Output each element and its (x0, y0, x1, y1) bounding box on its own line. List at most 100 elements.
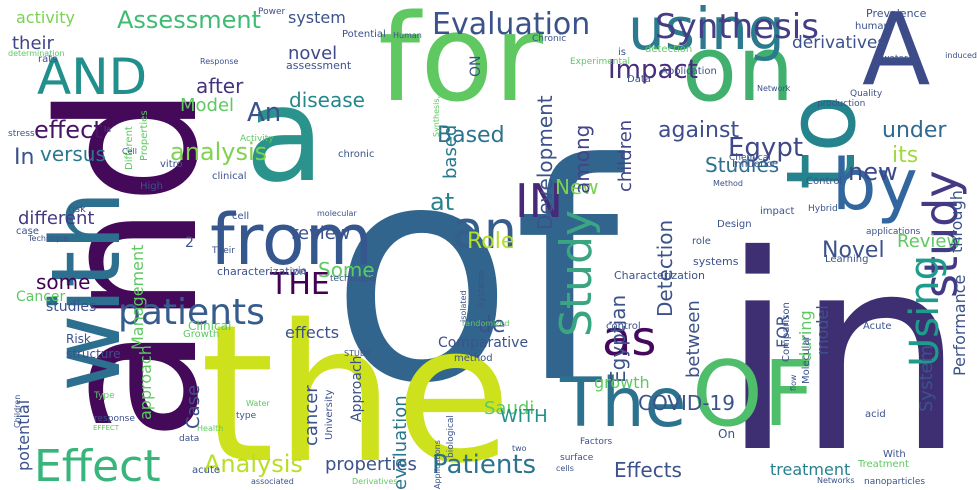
word-randomized: randomized (462, 319, 510, 328)
word-The: The (560, 364, 687, 443)
word-under: under (882, 118, 947, 143)
word-versus: versus (40, 142, 106, 166)
word-Risk: Risk (66, 332, 91, 346)
word-isolated: isolated (459, 290, 468, 322)
word-Factors: Factors (580, 437, 613, 447)
word-Their: Their (212, 246, 235, 256)
word-from: from (210, 199, 373, 281)
word-Approach: Approach (349, 355, 365, 422)
word-Water: Water (246, 399, 270, 408)
word-vitro: vitro (160, 159, 183, 170)
word-disease: disease (289, 88, 365, 112)
word-response: response (94, 414, 135, 424)
word-novel: novel (288, 43, 338, 64)
word-In: In (14, 145, 35, 170)
word-induced: induced (945, 51, 977, 60)
word-a: a (245, 59, 325, 211)
word-WITH-upper: WITH (500, 406, 548, 427)
word-flow: flow (789, 374, 798, 391)
word-among: among (570, 124, 594, 194)
word-activity: activity (16, 8, 75, 27)
word-risk: risk (68, 204, 86, 215)
word-their: their (12, 33, 54, 54)
word-is: is (618, 47, 626, 58)
word-acid: acid (865, 409, 886, 420)
word-nanoparticles: nanoparticles (864, 477, 926, 487)
word-system: system (288, 8, 346, 27)
word-Cell: Cell (122, 147, 137, 156)
word-by: by (832, 144, 918, 226)
word-Control: Control (806, 176, 843, 187)
word-derivatives: derivatives (792, 33, 887, 53)
word-Network: Network (757, 84, 791, 93)
word-Technique: Technique (28, 234, 69, 243)
word-Comparison: Comparison (781, 302, 792, 362)
word-Some: Some (318, 258, 375, 282)
word-Prevalence: Prevalence (866, 7, 927, 20)
word-Effects: Effects (614, 458, 682, 482)
word-Synthesis: Synthesis (655, 7, 819, 47)
word-using: using (628, 0, 785, 63)
word-An: An (247, 98, 282, 128)
word-System: System (916, 344, 937, 412)
word-Synthesis-comma: Synthesis, (432, 95, 441, 137)
word-stress: stress (8, 129, 35, 139)
word-molecular: molecular (317, 209, 357, 218)
word-Design: Design (717, 219, 752, 230)
word-ON-upper: ON (468, 55, 484, 78)
word-de: de (478, 313, 506, 338)
word-Networks: Networks (817, 476, 855, 485)
word-evaluation: evaluation (390, 395, 411, 490)
word-THE-upper: THE (270, 267, 330, 302)
word-Assessment: Assessment (117, 6, 261, 34)
word-Analysis: Analysis (204, 450, 303, 478)
word-characterization: characterization (217, 265, 307, 278)
word-On: On (718, 427, 736, 441)
word-Patients: Patients (432, 450, 537, 480)
word-properties: properties (325, 454, 417, 475)
word-Saudi: Saudi (484, 398, 535, 419)
word-Studies: Studies (705, 153, 780, 177)
word-cancer: cancer (301, 385, 322, 446)
word-EFFECT-upper: EFFECT (93, 424, 120, 432)
word-review: review (291, 223, 351, 244)
word-Based: Based (437, 123, 505, 148)
word-New: New (555, 175, 599, 199)
word-approach: approach (136, 345, 155, 420)
word-Study: Study (551, 209, 602, 337)
word-High: High (140, 181, 163, 192)
word-Egypt: Egypt (728, 133, 804, 163)
word-for: for (378, 0, 543, 129)
word-acute: acute (192, 465, 221, 476)
word-Characterization: Characterization (614, 269, 705, 282)
word-Role: Role (467, 229, 515, 254)
word-structure: structure (66, 347, 121, 361)
word-assessment: assessment (286, 59, 352, 72)
word-Properties: Properties (139, 110, 150, 161)
word-of: of (330, 100, 620, 449)
word-new: new (848, 158, 898, 186)
word-Method: Method (713, 179, 744, 188)
word-Novel: Novel (822, 238, 885, 263)
word-on: on (682, 17, 795, 122)
word-Potential: Potential (342, 29, 386, 40)
word-detection: detection (645, 44, 693, 55)
word-surface: surface (560, 453, 594, 463)
word-effects: effects (285, 323, 340, 342)
word-Treatment: Treatment (858, 459, 909, 470)
word-Quality: Quality (850, 89, 883, 99)
word-Experimental: Experimental (570, 57, 631, 67)
word-through: through (947, 190, 966, 253)
word-against: against (658, 118, 740, 143)
word-2: 2 (185, 235, 194, 251)
word-Evaluation: Evaluation (432, 7, 591, 42)
word-two: two (512, 444, 527, 453)
word-control: control (606, 321, 641, 332)
word-Model: Model (180, 95, 235, 116)
word-AND-upper: AND (37, 48, 148, 106)
word-its: its (892, 143, 919, 168)
word-Applications: Applications (433, 440, 442, 489)
word-Response: Response (200, 57, 239, 66)
word-Activity: Activity (240, 134, 274, 144)
